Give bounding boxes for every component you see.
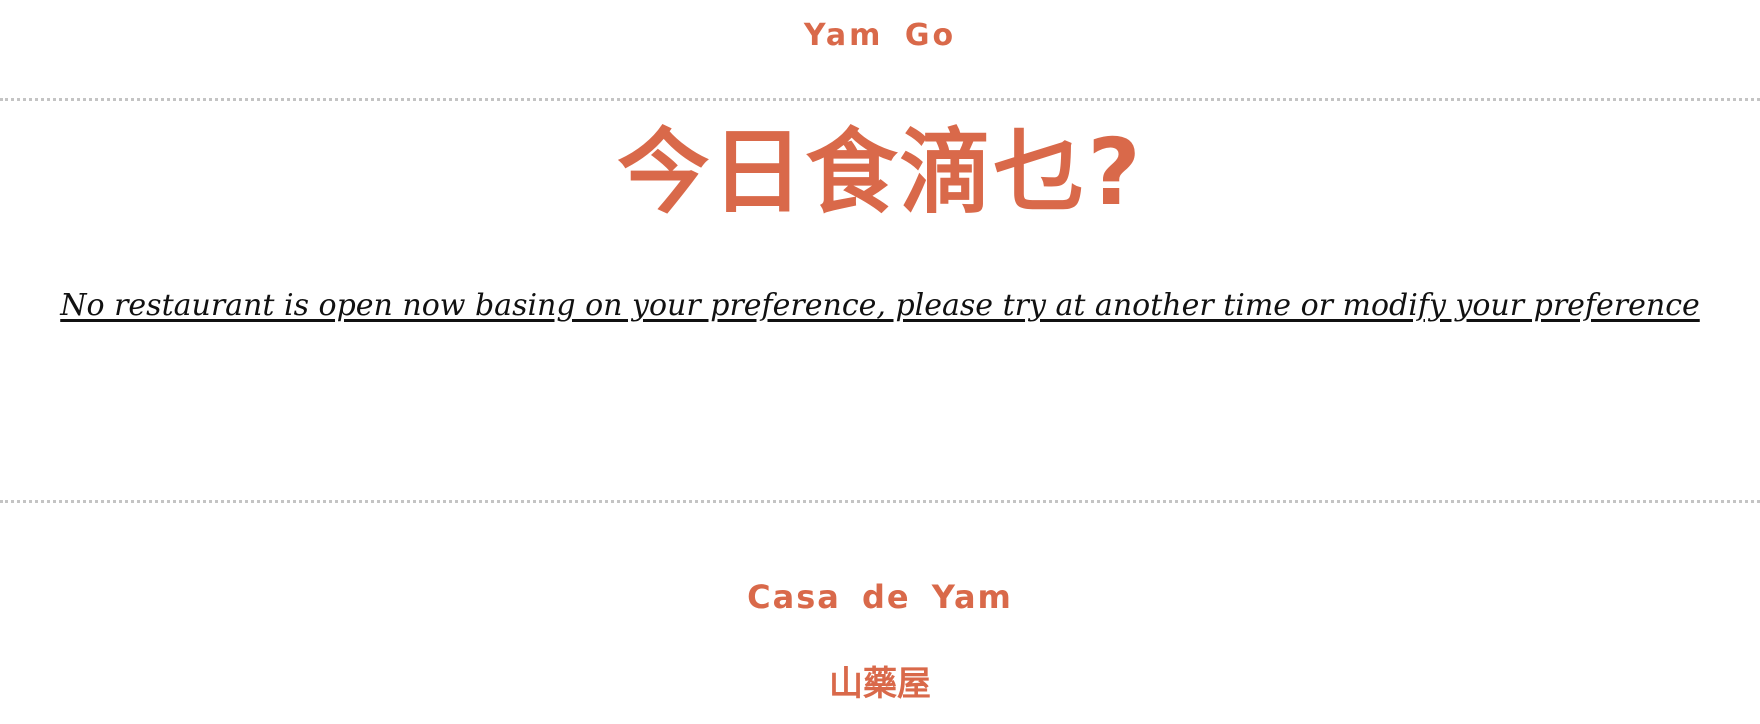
no-restaurant-message-link[interactable]: No restaurant is open now basing on your… (60, 288, 1700, 323)
footer-name-en: Casa de Yam (747, 578, 1013, 616)
bottom-divider (0, 500, 1760, 503)
footer-name-cn: 山藥屋 (829, 664, 931, 704)
brand-title[interactable]: Yam Go (803, 18, 957, 53)
top-divider (0, 98, 1760, 101)
page-headline: 今日食滴乜? (617, 119, 1143, 226)
